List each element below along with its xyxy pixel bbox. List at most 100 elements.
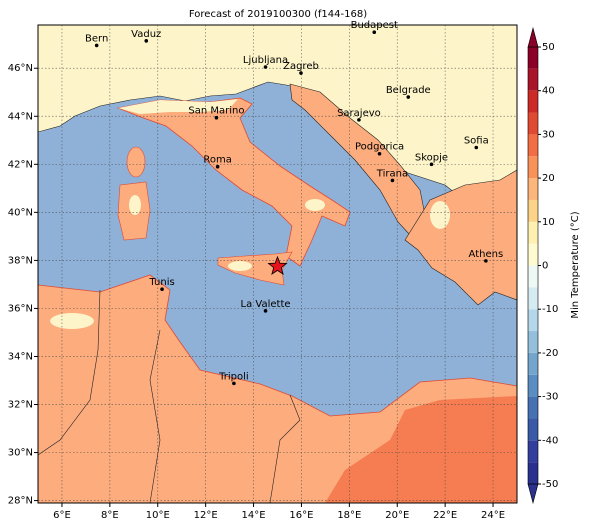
- y-tick-label: 28°N: [8, 496, 33, 507]
- colorbar-tick-label: 10: [542, 217, 555, 228]
- apulia-patch: [305, 199, 325, 211]
- y-tick-label: 46°N: [8, 63, 33, 74]
- city-dot: [484, 259, 488, 263]
- city-label: Vaduz: [131, 29, 161, 40]
- city-label: Sarajevo: [337, 108, 381, 119]
- colorbar-tick-label: -30: [542, 392, 558, 403]
- city-dot: [357, 118, 361, 122]
- city-label: Ljubljana: [243, 55, 288, 66]
- colorbar-bin: [528, 156, 538, 179]
- hot-region: [325, 396, 517, 503]
- city-label: Bern: [85, 33, 108, 44]
- city-label: Tripoli: [218, 371, 249, 382]
- x-tick-label: 12°E: [194, 510, 218, 521]
- city-dot: [160, 287, 164, 292]
- colorbar-tick-label: 50: [542, 42, 555, 53]
- x-tick-label: 16°E: [289, 510, 313, 521]
- colorbar-tick-label: -50: [542, 479, 558, 490]
- colorbar-bin: [528, 221, 538, 244]
- sardinia-patch: [129, 195, 141, 215]
- city-dot: [406, 95, 411, 99]
- city-label: Skopje: [415, 152, 448, 163]
- x-tick-label: 14°E: [242, 510, 266, 521]
- colorbar-bin: [528, 47, 538, 69]
- colorbar-bin: [528, 134, 538, 157]
- colorbar-bin: [528, 90, 538, 113]
- greece-land: [404, 169, 517, 306]
- colorbar-tick-label: 40: [542, 86, 555, 97]
- colorbar-bin: [528, 462, 538, 484]
- x-tick-label: 8°E: [101, 510, 119, 521]
- colorbar-bin: [528, 309, 538, 332]
- title: Forecast of 2019100300 (f144-168): [189, 9, 367, 20]
- x-tick-label: 24°E: [481, 510, 505, 521]
- y-tick-label: 30°N: [8, 448, 33, 459]
- city-label: Athens: [469, 249, 504, 260]
- colorbar-bin: [528, 287, 538, 310]
- x-tick-label: 22°E: [433, 510, 457, 521]
- city-dot: [232, 381, 236, 386]
- y-tick-label: 32°N: [8, 400, 33, 411]
- y-tick-label: 36°N: [8, 303, 33, 314]
- city-label: Sofia: [464, 136, 489, 147]
- city-dot: [299, 71, 303, 75]
- city-label: Tunis: [148, 277, 174, 288]
- colorbar-bin: [528, 331, 538, 353]
- colorbar-bin: [528, 374, 538, 397]
- city-dot: [372, 30, 377, 35]
- sicily-patch: [228, 261, 252, 271]
- city-label: Podgorica: [355, 142, 404, 153]
- y-tick-label: 40°N: [8, 207, 33, 218]
- atlas-patch: [50, 313, 94, 329]
- corsica: [126, 146, 146, 178]
- city-label: Budapest: [351, 20, 398, 31]
- city-label: Belgrade: [386, 85, 431, 96]
- city-dot: [263, 309, 268, 313]
- colorbar-tick-label: -20: [542, 348, 558, 359]
- po-valley: [118, 99, 238, 114]
- colorbar-tick-label: -40: [542, 435, 558, 446]
- city-dot: [214, 115, 219, 120]
- map-frame: [37, 24, 518, 504]
- colorbar-tick-label: 0: [542, 261, 548, 272]
- city-label: Tirana: [376, 168, 408, 179]
- city-dot: [144, 39, 149, 43]
- colorbar-bin: [528, 112, 538, 135]
- colorbar-bin: [528, 352, 538, 375]
- x-tick-label: 10°E: [146, 510, 170, 521]
- colorbar-bin: [528, 243, 538, 266]
- y-tick-label: 38°N: [8, 255, 33, 266]
- colorbar-bin: [528, 68, 538, 91]
- city-dot: [215, 164, 220, 169]
- colorbar-extend-top: [527, 26, 539, 48]
- colorbar-tick-label: -10: [542, 304, 558, 315]
- colorbar-bin: [528, 199, 538, 222]
- city-dot: [474, 145, 479, 150]
- colorbar-bin: [528, 396, 538, 419]
- colorbar-extend-bottom: [527, 483, 539, 505]
- colorbar-bin: [528, 178, 538, 200]
- colorbar-bin: [528, 440, 538, 463]
- city-label: La Valette: [241, 299, 291, 310]
- city-label: Zagreb: [283, 61, 319, 72]
- city-dot: [94, 43, 99, 48]
- location-marker: [267, 255, 288, 276]
- city-dot: [390, 178, 395, 183]
- x-tick-label: 20°E: [385, 510, 409, 521]
- city-dot: [429, 162, 434, 167]
- borders: [38, 289, 301, 503]
- city-dot: [263, 65, 268, 69]
- y-tick-label: 42°N: [8, 159, 33, 170]
- greece-patch: [430, 201, 450, 229]
- city-label: Roma: [203, 155, 232, 166]
- colorbar-bin: [528, 418, 538, 441]
- y-tick-label: 34°N: [8, 351, 33, 362]
- x-tick-label: 18°E: [337, 510, 361, 521]
- colorbar-tick-label: 30: [542, 129, 555, 140]
- colorbar-tick-label: 20: [542, 173, 555, 184]
- colorbar-bin: [528, 265, 538, 288]
- y-tick-label: 44°N: [8, 111, 33, 122]
- italy-land: [116, 97, 351, 267]
- city-label: San Marino: [188, 106, 244, 117]
- colorbar-label: Min Temperature (°C): [570, 211, 581, 318]
